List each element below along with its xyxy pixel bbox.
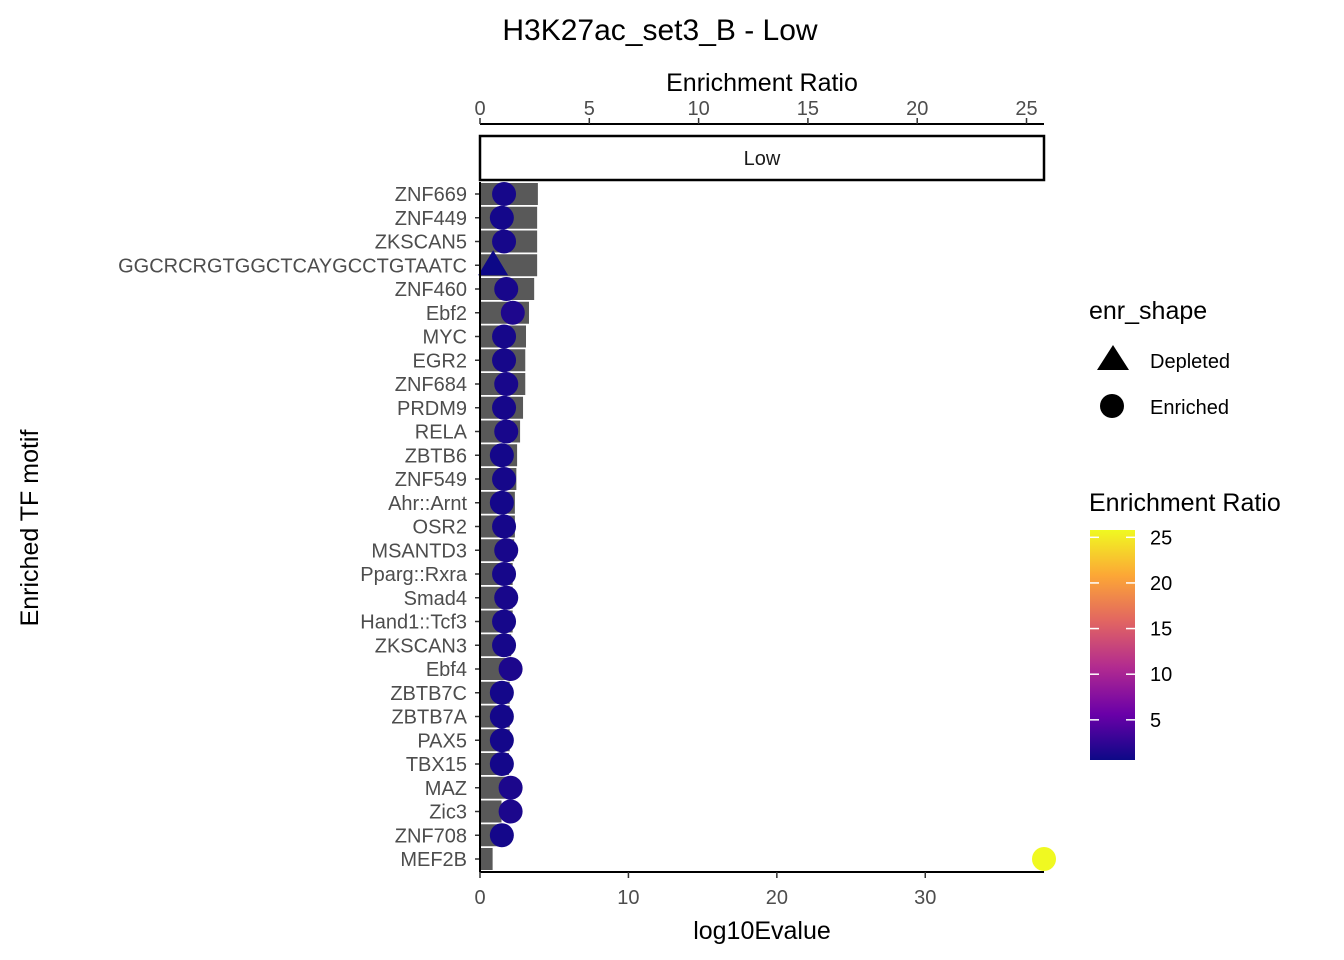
points bbox=[478, 182, 1056, 871]
y-tick-label: PAX5 bbox=[417, 730, 467, 752]
y-tick-label: ZKSCAN3 bbox=[375, 635, 467, 657]
legend-shape-title: enr_shape bbox=[1089, 297, 1207, 325]
colorbar-ticks: 5 10 15 20 25 bbox=[1090, 527, 1172, 732]
point-enriched bbox=[498, 775, 523, 800]
point-enriched bbox=[494, 372, 519, 396]
y-tick-label: MSANTD3 bbox=[371, 540, 467, 562]
y-tick-label: MEF2B bbox=[400, 849, 467, 871]
secondary-axis-label: Enrichment Ratio bbox=[666, 69, 858, 97]
y-tick-label: ZNF449 bbox=[395, 208, 467, 230]
y-tick-label: ZNF684 bbox=[395, 374, 467, 396]
point-enriched bbox=[492, 324, 517, 349]
colorbar-tick-label: 15 bbox=[1150, 619, 1172, 641]
y-tick-label: TBX15 bbox=[406, 754, 467, 776]
y-tick-label: ZNF708 bbox=[395, 825, 467, 847]
y-tick-label: ZNF669 bbox=[395, 184, 467, 206]
point-enriched bbox=[489, 680, 514, 705]
point-enriched bbox=[492, 467, 517, 491]
y-tick-label: ZNF460 bbox=[395, 279, 467, 301]
point-enriched bbox=[492, 395, 517, 420]
y-tick-label: ZNF549 bbox=[395, 469, 467, 491]
y-tick-label: EGR2 bbox=[413, 350, 467, 372]
point-enriched bbox=[489, 205, 514, 230]
x-tick-label: 0 bbox=[474, 887, 485, 909]
y-tick-label: Hand1::Tcf3 bbox=[360, 612, 467, 634]
point-enriched bbox=[492, 609, 517, 634]
facet-strip: Low bbox=[478, 134, 1046, 182]
point-enriched bbox=[498, 657, 523, 681]
secondary-tick-label: 10 bbox=[687, 98, 709, 120]
y-axis: ZNF669ZNF449ZKSCAN5GGCRCRGTGGCTCAYGCCTGT… bbox=[118, 182, 481, 872]
point-enriched bbox=[489, 752, 514, 776]
point-enriched bbox=[492, 562, 517, 586]
secondary-tick-label: 5 bbox=[584, 98, 595, 120]
point-enriched bbox=[492, 633, 517, 658]
y-tick-label: MAZ bbox=[425, 778, 467, 800]
point-enriched bbox=[489, 490, 514, 515]
point-enriched bbox=[492, 348, 517, 373]
point-depleted bbox=[478, 250, 509, 276]
x-axis-label: log10Evalue bbox=[693, 917, 831, 945]
legend-shape-item: Depleted bbox=[1150, 351, 1230, 373]
secondary-tick-label: 15 bbox=[797, 98, 819, 120]
y-tick-label: Ebf4 bbox=[426, 659, 467, 681]
secondary-tick-label: 25 bbox=[1015, 98, 1037, 120]
y-tick-label: ZBTB7C bbox=[390, 683, 467, 705]
x-tick-label: 10 bbox=[617, 887, 639, 909]
y-tick-label: OSR2 bbox=[413, 517, 467, 539]
legend-shape-item: Enriched bbox=[1150, 397, 1229, 419]
secondary-tick-label: 0 bbox=[474, 98, 485, 120]
y-tick-label: ZBTB7A bbox=[391, 707, 467, 729]
point-enriched bbox=[498, 799, 523, 824]
point-enriched bbox=[489, 823, 514, 848]
facet-strip-label: Low bbox=[744, 148, 781, 170]
legend-color-title: Enrichment Ratio bbox=[1089, 489, 1281, 517]
y-tick-label: ZBTB6 bbox=[405, 445, 467, 467]
point-enriched bbox=[489, 728, 514, 753]
point-enriched bbox=[492, 229, 517, 254]
legend-shape: enr_shape Depleted Enriched bbox=[1089, 297, 1230, 419]
point-enriched bbox=[494, 585, 519, 610]
y-tick-label: MYC bbox=[423, 327, 467, 349]
y-tick-label: Ahr::Arnt bbox=[388, 493, 467, 515]
point-enriched bbox=[494, 277, 519, 301]
secondary-axis: 0 5 10 15 20 25 bbox=[474, 98, 1044, 125]
y-tick-label: Pparg::Rxra bbox=[360, 564, 468, 586]
y-tick-label: ZKSCAN5 bbox=[375, 232, 467, 254]
y-tick-label: PRDM9 bbox=[397, 398, 467, 420]
bar bbox=[480, 800, 502, 823]
point-enriched bbox=[500, 300, 525, 325]
circle-icon bbox=[1100, 394, 1124, 418]
facet-strip-box bbox=[478, 134, 1046, 182]
point-enriched bbox=[489, 704, 514, 729]
colorbar-tick-label: 20 bbox=[1150, 573, 1172, 595]
x-tick-label: 30 bbox=[914, 887, 936, 909]
y-tick-label: Ebf2 bbox=[426, 303, 467, 325]
colorbar bbox=[1090, 530, 1135, 760]
point-enriched bbox=[489, 443, 514, 468]
point-enriched bbox=[494, 538, 519, 563]
x-tick-label: 20 bbox=[766, 887, 788, 909]
colorbar-tick-label: 5 bbox=[1150, 710, 1161, 732]
colorbar-tick-label: 25 bbox=[1150, 527, 1172, 549]
chart-title: H3K27ac_set3_B - Low bbox=[502, 14, 818, 47]
point-enriched bbox=[492, 514, 517, 539]
colorbar-tick-label: 10 bbox=[1150, 664, 1172, 686]
y-tick-label: Zic3 bbox=[429, 802, 467, 824]
y-tick-label: Smad4 bbox=[404, 588, 467, 610]
point-enriched bbox=[494, 419, 519, 444]
y-tick-label: RELA bbox=[415, 422, 468, 444]
legend-color: Enrichment Ratio 5 10 15 20 25 bbox=[1089, 489, 1281, 760]
x-axis: 0 10 20 30 bbox=[474, 871, 1044, 909]
secondary-tick-label: 20 bbox=[906, 98, 928, 120]
y-tick-label: GGCRCRGTGGCTCAYGCCTGTAATC bbox=[118, 255, 467, 277]
triangle-icon bbox=[1097, 345, 1129, 370]
bar bbox=[480, 848, 493, 870]
y-axis-label: Enriched TF motif bbox=[16, 430, 44, 627]
point-enriched bbox=[492, 182, 517, 206]
point-enriched bbox=[1032, 847, 1056, 871]
